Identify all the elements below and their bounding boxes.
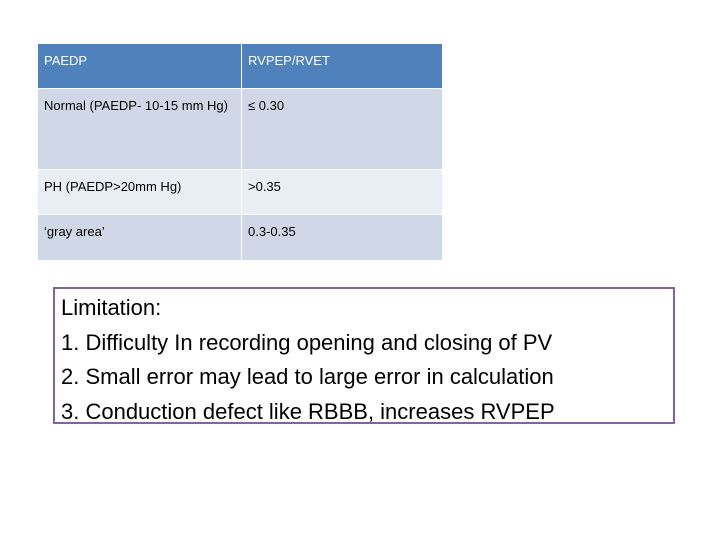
header-row: PAEDP RVPEP/RVET bbox=[37, 43, 443, 89]
table: PAEDP RVPEP/RVET Normal (PAEDP- 10-15 mm… bbox=[37, 43, 443, 261]
table-row: ‘gray area’ 0.3-0.35 bbox=[37, 214, 443, 261]
note-item: 3. Conduction defect like RBBB, increase… bbox=[61, 398, 555, 424]
table-row: PH (PAEDP>20mm Hg) >0.35 bbox=[37, 169, 443, 215]
note-title: Limitation: bbox=[61, 295, 162, 320]
header-cell: PAEDP bbox=[37, 43, 242, 89]
table-cell: PH (PAEDP>20mm Hg) bbox=[37, 169, 242, 215]
table-cell: >0.35 bbox=[241, 169, 443, 215]
table-cell: ≤ 0.30 bbox=[241, 88, 443, 170]
table-cell: Normal (PAEDP- 10-15 mm Hg) bbox=[37, 88, 242, 170]
table-cell: ‘gray area’ bbox=[37, 214, 242, 261]
note-box: Limitation: 1. Difficulty In recording o… bbox=[53, 287, 675, 424]
header-cell: RVPEP/RVET bbox=[241, 43, 443, 89]
table-row: Normal (PAEDP- 10-15 mm Hg) ≤ 0.30 bbox=[37, 88, 443, 170]
table-cell: 0.3-0.35 bbox=[241, 214, 443, 261]
note-item: 2. Small error may lead to large error i… bbox=[61, 364, 554, 389]
note-item: 1. Difficulty In recording opening and c… bbox=[61, 329, 553, 355]
